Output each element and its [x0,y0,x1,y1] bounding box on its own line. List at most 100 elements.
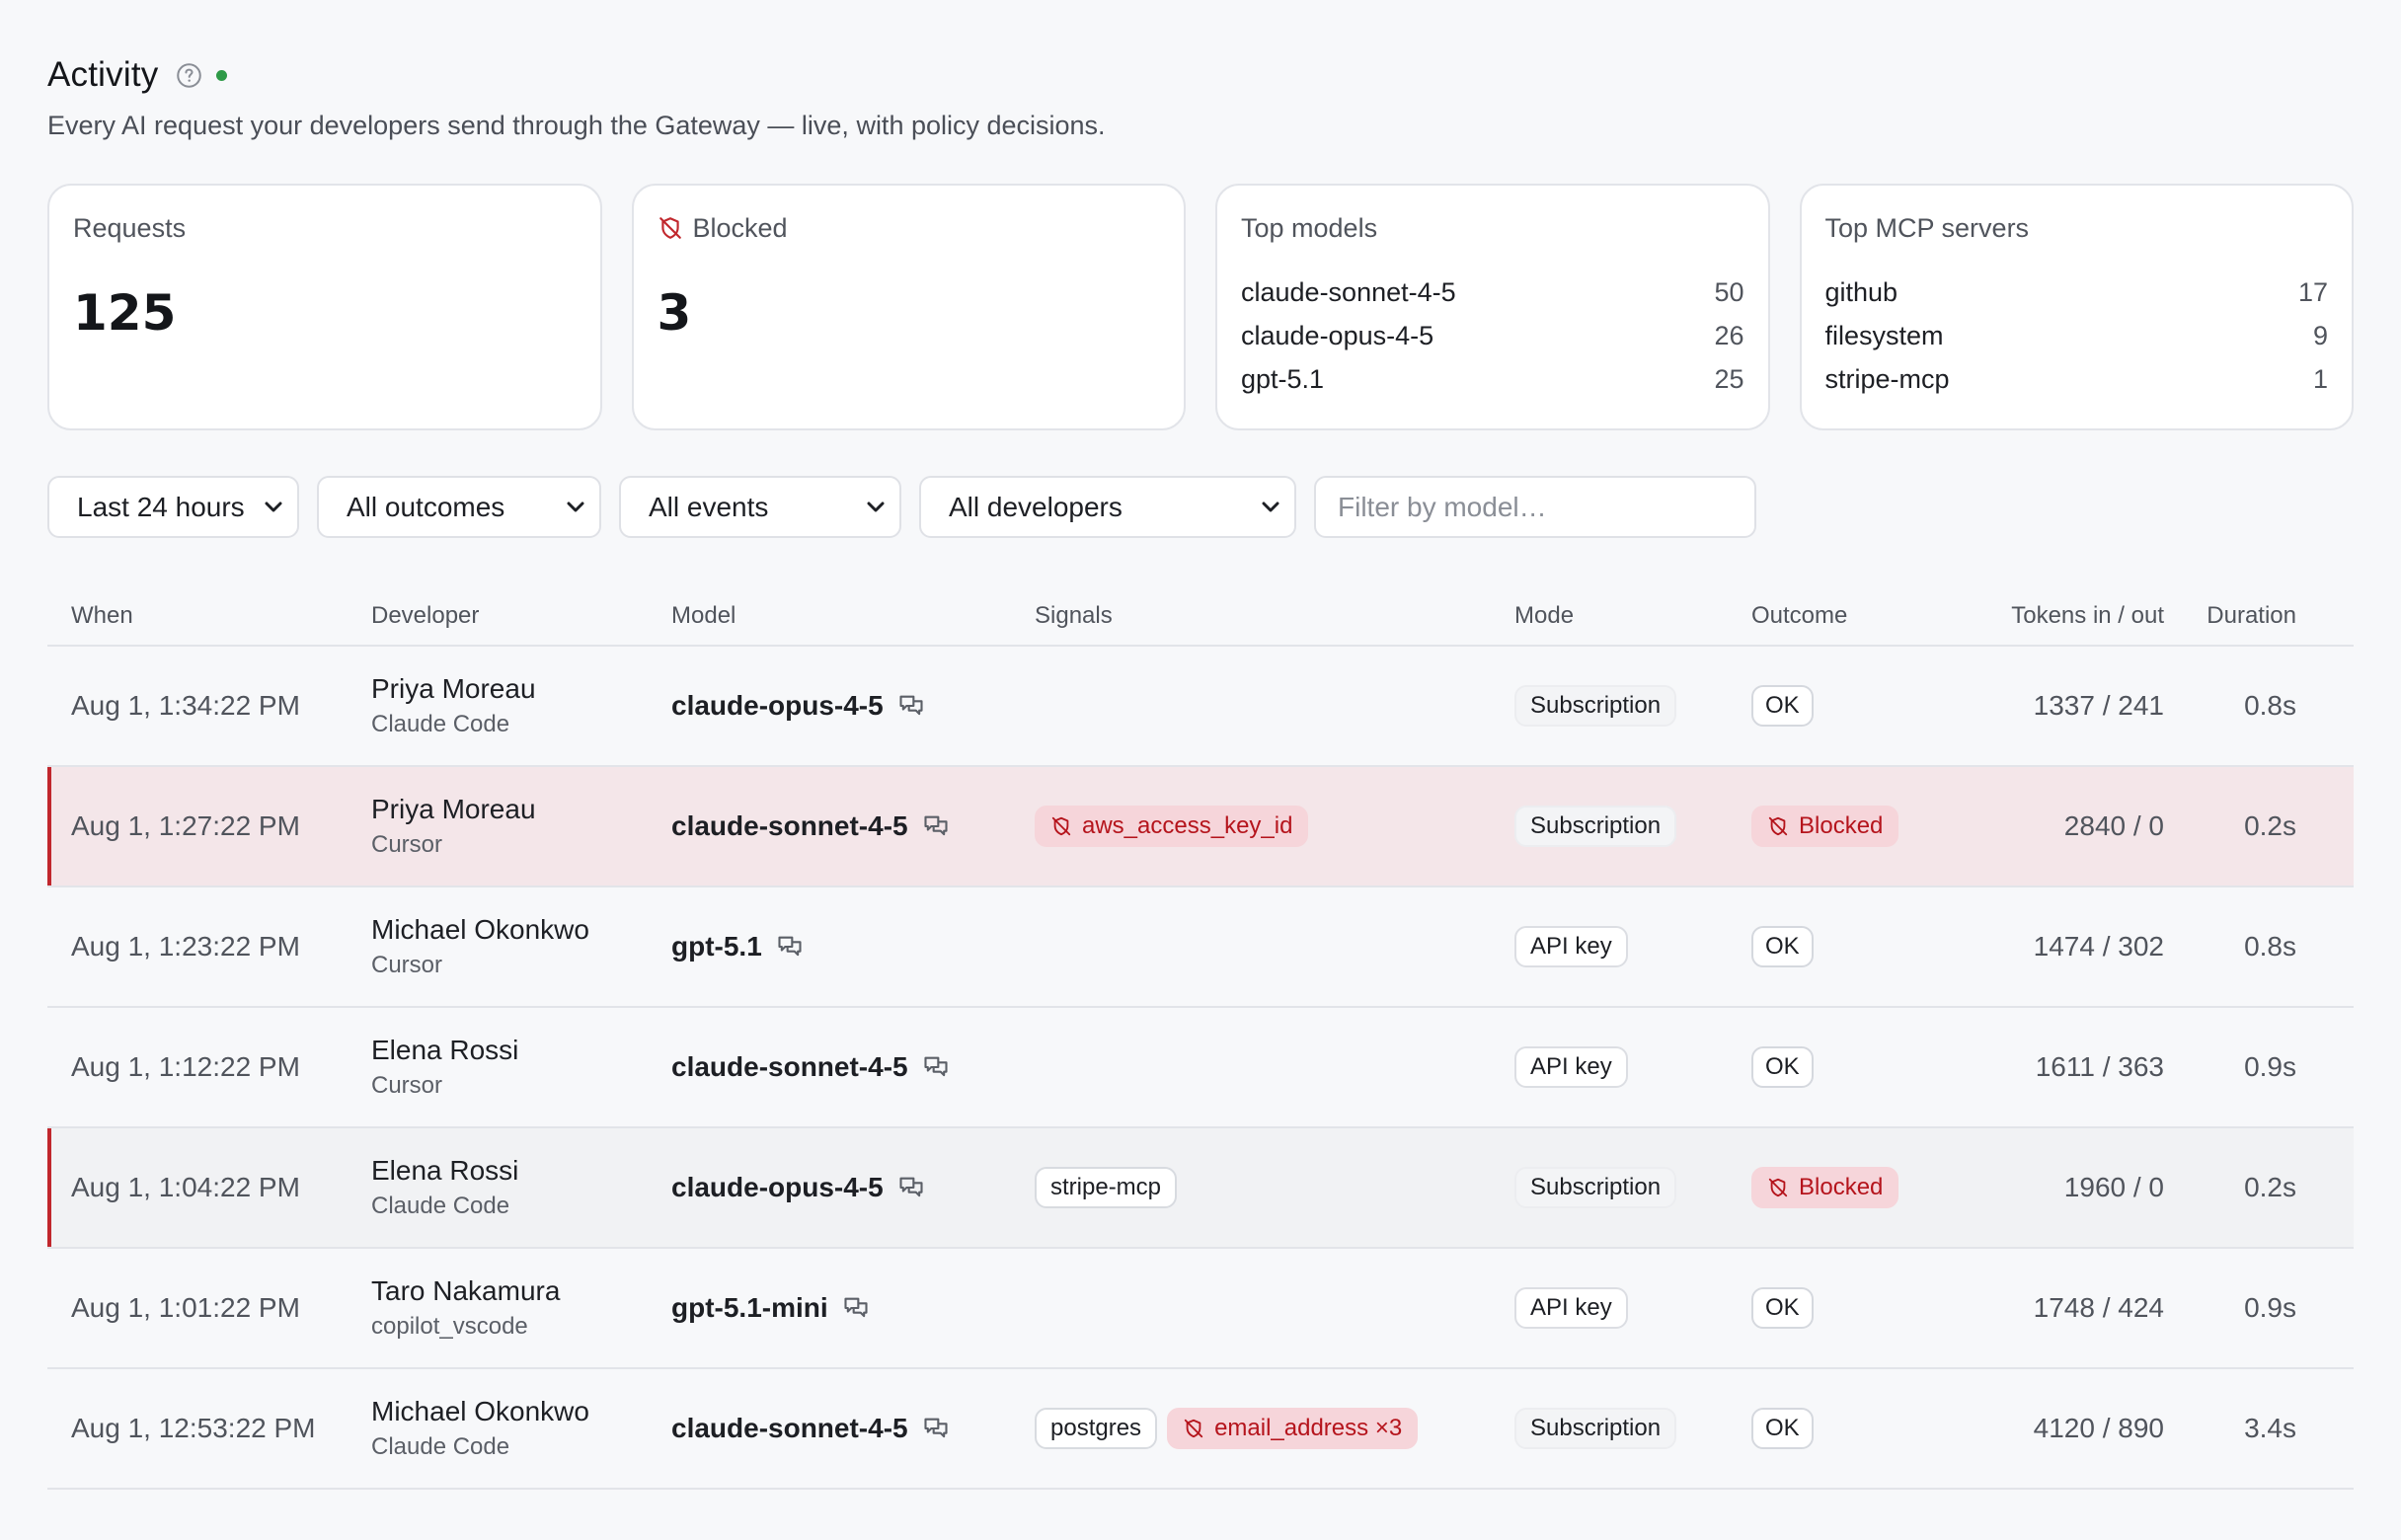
table-row[interactable]: Aug 1, 1:01:22 PM Taro Nakamura copilot_v… [47,1249,2354,1369]
row-developer: Priya Moreau Cursor [371,794,671,859]
top-model-item: gpt-5.1 25 [1241,357,1744,401]
row-tokens: 4120 / 890 [2033,1413,2164,1443]
table-row[interactable]: Aug 1, 12:53:22 PM Michael Okonkwo Claude… [47,1369,2354,1490]
model-name: gpt-5.1-mini [671,1292,828,1323]
col-model[interactable]: Model [671,602,736,629]
conversation-icon[interactable] [922,1415,950,1442]
model-name: claude-opus-4-5 [671,1172,884,1202]
conversation-icon[interactable] [922,812,950,840]
table-row[interactable]: Aug 1, 1:12:22 PM Elena Rossi Cursor clau… [47,1008,2354,1128]
top-models-label: Top models [1241,212,1378,243]
outcome-badge: Blocked [1751,1167,1899,1208]
developer-name: Priya Moreau [371,673,536,704]
summary-cards: Requests 125 Blocked 3 Top models claude… [47,184,2354,430]
row-when: Aug 1, 1:23:22 PM [71,931,300,962]
blocked-value: 3 [657,284,692,342]
shield-off-icon [1183,1418,1204,1439]
row-signals: aws_access_key_id [1035,806,1514,847]
table-row[interactable]: Aug 1, 1:23:22 PM Michael Okonkwo Cursor … [47,887,2354,1008]
row-model: claude-sonnet-4-5 [671,1051,1035,1083]
top-model-item: claude-opus-4-5 26 [1241,314,1744,357]
col-duration[interactable]: Duration [2207,602,2296,629]
table-row[interactable]: Aug 1, 1:27:22 PM Priya Moreau Cursor cla… [47,767,2354,887]
top-mcp-count: 1 [2312,363,2328,394]
table-row[interactable]: Aug 1, 1:34:22 PM Priya Moreau Claude Cod… [47,647,2354,767]
developer-tool: Cursor [371,1072,443,1099]
shield-off-icon [658,215,683,241]
developers-select[interactable]: All developers [919,476,1296,538]
live-status-dot [216,69,228,81]
row-tokens: 1960 / 0 [2063,1172,2164,1202]
conversation-icon[interactable] [897,1174,925,1201]
blocked-label: Blocked [692,212,788,243]
row-mode: Subscription [1514,685,1751,727]
blocked-indicator [47,767,51,886]
conversation-icon[interactable] [776,933,804,961]
time-range-select[interactable]: Last 24 hours [47,476,299,538]
row-duration: 0.2s [2244,810,2296,841]
outcome-badge: OK [1751,1046,1814,1088]
mode-badge: Subscription [1514,806,1677,847]
table-row[interactable]: Aug 1, 1:04:22 PM Elena Rossi Claude Code… [47,1128,2354,1249]
events-select[interactable]: All events [619,476,901,538]
row-mode: API key [1514,926,1751,967]
row-developer: Michael Okonkwo Cursor [371,914,671,979]
conversation-icon[interactable] [897,692,925,720]
outcome-badge: OK [1751,1408,1814,1449]
row-mode: API key [1514,1287,1751,1329]
shield-off-icon [1050,815,1072,837]
requests-label: Requests [73,212,187,243]
row-outcome: OK [1751,926,1969,967]
row-model: claude-opus-4-5 [671,690,1035,722]
developer-tool: Cursor [371,952,443,978]
mode-badge: Subscription [1514,1408,1677,1449]
top-model-name: claude-opus-4-5 [1241,320,1434,350]
row-model: claude-opus-4-5 [671,1172,1035,1203]
developer-name: Elena Rossi [371,1155,519,1186]
signal-badge: aws_access_key_id [1035,806,1309,847]
signal-badge: postgres [1035,1408,1158,1449]
outcome-value: All outcomes [347,491,505,522]
top-mcp-item: stripe-mcp 1 [1825,357,2329,401]
requests-value: 125 [73,284,177,342]
col-signals[interactable]: Signals [1035,602,1113,629]
blocked-card: Blocked 3 [631,184,1186,430]
outcome-label: Blocked [1799,812,1884,839]
signal-label: aws_access_key_id [1082,812,1293,839]
model-name: claude-sonnet-4-5 [671,810,908,841]
model-name: gpt-5.1 [671,931,762,962]
model-name: claude-sonnet-4-5 [671,1051,908,1082]
col-developer[interactable]: Developer [371,602,480,629]
row-model: claude-sonnet-4-5 [671,1413,1035,1444]
help-icon[interactable] [176,62,202,89]
mode-badge: Subscription [1514,1167,1677,1208]
outcome-select[interactable]: All outcomes [317,476,601,538]
conversation-icon[interactable] [922,1053,950,1081]
model-filter-input[interactable]: Filter by model… [1314,476,1756,538]
developer-name: Taro Nakamura [371,1275,561,1306]
developers-value: All developers [949,491,1123,522]
row-tokens: 1611 / 363 [2035,1051,2164,1082]
time-range-value: Last 24 hours [77,491,245,522]
row-model: claude-sonnet-4-5 [671,810,1035,842]
developer-tool: Claude Code [371,1193,510,1219]
outcome-badge: Blocked [1751,806,1899,847]
model-name: claude-sonnet-4-5 [671,1413,908,1443]
mode-badge: API key [1514,1287,1628,1329]
developer-tool: Cursor [371,831,443,858]
col-tokens[interactable]: Tokens in / out [2011,602,2164,629]
top-mcp-name: filesystem [1824,320,1944,350]
conversation-icon[interactable] [842,1294,870,1322]
top-model-count: 25 [1714,363,1744,394]
row-signals: postgres email_address ×3 [1035,1408,1514,1449]
activity-page: Activity Every AI request your developer… [47,51,2354,1490]
row-outcome: Blocked [1751,806,1969,847]
col-mode[interactable]: Mode [1514,602,1575,629]
header: Activity [47,51,2354,99]
col-outcome[interactable]: Outcome [1751,602,1848,629]
blocked-indicator [47,1128,51,1247]
col-when[interactable]: When [71,602,133,629]
row-tokens: 1337 / 241 [2033,690,2164,721]
mode-badge: Subscription [1514,685,1677,727]
developer-name: Priya Moreau [371,794,536,824]
